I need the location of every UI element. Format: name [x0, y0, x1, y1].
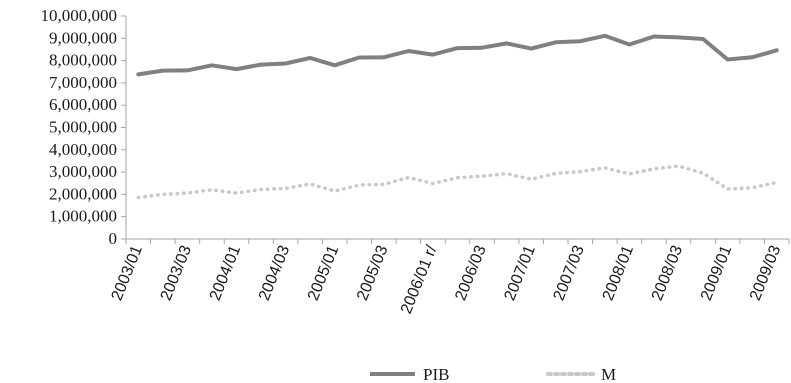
x-tick-label: 2008/01: [600, 243, 637, 303]
y-tick-label: 0: [109, 229, 118, 248]
x-tick-label: 2009/03: [747, 243, 784, 303]
y-tick-label: 6,000,000: [49, 95, 117, 114]
y-tick-label: 10,000,000: [41, 6, 118, 25]
series-line-m: [136, 164, 779, 200]
x-tick-label: 2009/01: [698, 243, 735, 303]
x-tick-label: 2004/01: [207, 243, 244, 303]
legend-label-m: M: [601, 365, 616, 383]
x-axis: 2003/01 2003/03 2004/01 2004/03 2005/01 2005/…: [109, 238, 790, 317]
x-tick-label: 2006/01 r/: [398, 243, 441, 317]
x-tick-label: 2007/03: [551, 243, 588, 303]
x-tick-label: 2003/01: [109, 243, 146, 303]
y-tick-label: 4,000,000: [49, 140, 117, 159]
y-tick-label: 5,000,000: [49, 118, 117, 137]
y-tick-label: 9,000,000: [49, 28, 117, 47]
x-tick-label: 2003/03: [158, 243, 195, 303]
legend-label-pib: PIB: [423, 365, 449, 383]
x-tick-label: 2008/03: [649, 243, 686, 303]
series-layer: [136, 33, 779, 200]
legend: PIB M: [370, 365, 616, 383]
series-line-pib: [136, 33, 779, 77]
x-tick-label: 2005/03: [354, 243, 391, 303]
y-tick-label: 1,000,000: [49, 207, 117, 226]
y-tick-label: 3,000,000: [49, 162, 117, 181]
x-tick-label: 2004/03: [256, 243, 293, 303]
y-axis: 0 1,000,000 2,000,000 3,000,000 4,000,000 5,0…: [41, 6, 127, 248]
y-tick-label: 8,000,000: [49, 51, 117, 70]
y-tick-label: 7,000,000: [49, 73, 117, 92]
x-tick-label: 2007/01: [501, 243, 538, 303]
y-tick-label: 2,000,000: [49, 184, 117, 203]
x-tick-label: 2006/03: [452, 243, 489, 303]
x-tick-label: 2005/01: [305, 243, 342, 303]
